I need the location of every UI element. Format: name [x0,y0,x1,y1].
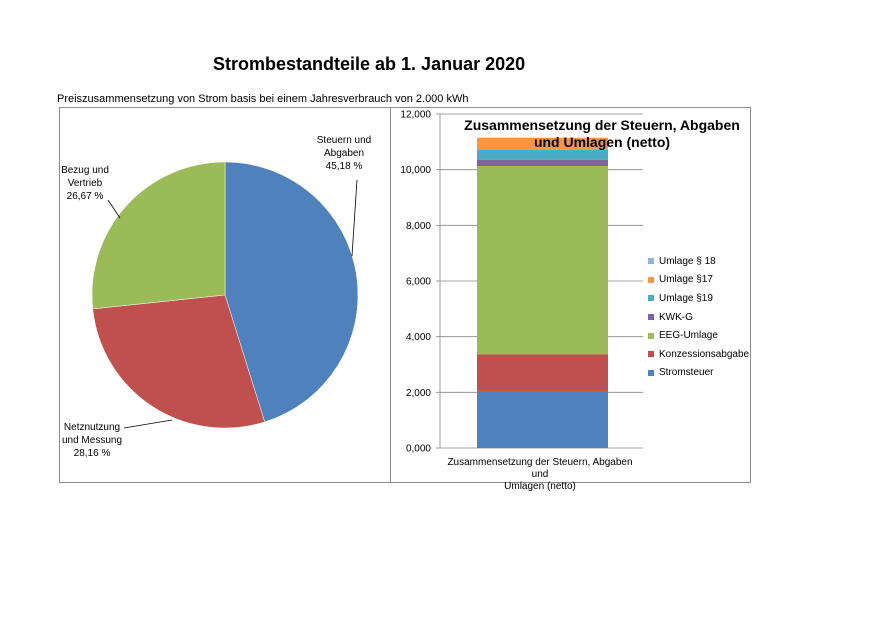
pie-chart: Steuern und Abgaben 45,18 % Netznutzung und … [61,135,371,459]
legend-item: KWK-G [648,308,749,327]
x-category-label: Zusammensetzung der Steuern, Abgaben und… [440,457,640,493]
pie-leader-line [123,419,173,429]
pie-data-label: Netznutzung [64,422,120,433]
x-category-line: Umlagen (netto) [504,481,576,492]
legend-swatch [648,351,654,358]
legend-swatch [648,314,654,321]
legend-item: Stromsteuer [648,364,749,383]
pie-data-label: Abgaben [324,148,364,159]
pie-slice [92,294,266,429]
pie-data-label: 45,18 % [326,161,363,172]
legend-swatch [648,276,654,283]
bar-segment [477,166,608,355]
y-tick-label: 10,000 [400,165,431,176]
bar-chart-title: Zusammensetzung der Steuern, Abgaben und… [464,117,740,150]
legend-label: EEG-Umlage [659,330,718,342]
legend-item: Umlage §17 [648,271,749,290]
y-tick-label: 6,000 [406,277,431,288]
pie-data-label: Bezug und [61,165,109,176]
y-tick-label: 0,000 [406,444,431,455]
bar-chart-legend: Umlage § 18 Umlage §17 Umlage §19 KWK-G EEG-… [648,252,749,382]
page-title: Strombestandteile ab 1. Januar 2020 [213,54,526,74]
pie-leader-line [107,199,121,219]
legend-label: Umlage §17 [659,274,713,286]
legend-swatch [648,369,654,376]
pie-data-label: 26,67 % [67,191,104,202]
y-tick-label: 4,000 [406,332,431,343]
legend-item: EEG-Umlage [648,326,749,345]
legend-item: Umlage §19 [648,289,749,308]
chart-subtitle: Preiszusammensetzung von Strom basis bei… [57,93,469,105]
legend-item: Umlage § 18 [648,252,749,271]
y-tick-label: 2,000 [406,388,431,399]
legend-swatch [648,332,654,339]
legend-swatch [648,295,654,302]
pie-data-label: 28,16 % [74,448,111,459]
legend-label: KWK-G [659,311,693,323]
pie-data-label: Vertrieb [68,178,103,189]
bar-segment [477,137,608,150]
pie-data-label: und Messung [62,435,122,446]
legend-label: Umlage § 18 [659,255,716,267]
legend-swatch [648,258,654,265]
pie-data-label: Steuern und [317,135,372,146]
bar-segment [477,354,608,391]
pie-leader-line [351,179,358,257]
legend-label: Konzessionsabgabe [659,348,750,360]
y-tick-label: 12,000 [400,110,431,121]
pie-slice [224,161,359,423]
bar-segment [477,159,608,167]
bar-segment [477,390,608,448]
legend-label: Umlage §19 [659,292,713,304]
legend-label: Stromsteuer [659,367,714,379]
pie-slice [91,161,226,310]
x-category-line: Zusammensetzung der Steuern, Abgaben und [447,457,633,480]
legend-item: Konzessionsabgabe [648,345,749,364]
y-tick-label: 8,000 [406,221,431,232]
stacked-bar-chart: 0,000 2,000 4,000 6,000 8,000 10,000 12,000 [400,110,643,455]
bar-segment [477,149,608,160]
